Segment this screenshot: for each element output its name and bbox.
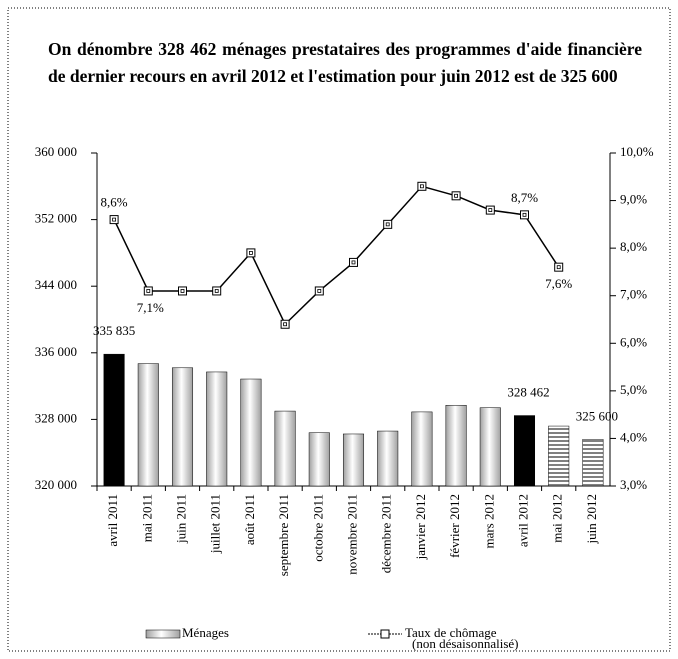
line-marker [246,248,256,258]
line [113,185,560,326]
line-marker [417,181,427,191]
bar [411,411,433,487]
line-marker [178,286,187,296]
line-marker-inner [522,212,527,217]
x-tick-label: avril 2012 [515,494,530,547]
y-tick-label: 344 000 [35,277,77,292]
bar [342,433,365,487]
line-marker-inner [454,193,459,198]
line-marker [314,286,324,296]
bar [240,378,262,487]
line-marker-inner [214,289,219,293]
y2-tick-label: 8,0% [620,239,647,254]
data-label: 8,7% [511,190,538,205]
data-label: 325 600 [576,408,618,423]
line-marker-inner [488,208,493,212]
bar [513,415,536,487]
y2-tick-label: 6,0% [620,334,647,349]
y2-tick-label: 9,0% [620,192,647,207]
bar [582,439,604,487]
bar [274,410,296,487]
line-marker [212,286,222,296]
bar [103,353,125,487]
y-tick-label: 320 000 [35,477,77,492]
x-tick-label: mars 2012 [481,494,496,549]
bar [171,367,194,487]
line-marker-inner [317,289,322,293]
x-tick-label: mai 2011 [139,494,154,542]
y-tick-label: 336 000 [35,344,77,359]
line-marker-inner [146,289,151,293]
x-tick-label: janvier 2012 [413,494,428,560]
line-marker [349,257,358,267]
legend-label: Taux de chômage [405,625,497,640]
x-tick-label: décembre 2011 [379,494,394,573]
legend-note: (non désaisonnalisé) [412,636,519,651]
line-marker [143,286,153,296]
x-tick-label: septembre 2011 [276,494,291,576]
line-marker [280,319,290,329]
bar [445,404,467,487]
line-marker [383,219,393,229]
x-tick-label: février 2012 [447,494,462,558]
frame [7,7,671,652]
line-marker [451,191,461,201]
x-tick-label: avril 2011 [105,494,120,547]
data-label: 7,6% [545,276,572,291]
y2-tick-label: 5,0% [620,382,647,397]
line-marker-inner [419,184,424,189]
data-label: 7,1% [137,300,164,315]
line-marker-inner [248,250,253,255]
legend-label: Ménages [182,625,229,640]
line-marker-inner [351,260,356,265]
line-marker [554,262,564,272]
bar [548,425,570,487]
bar [479,407,501,487]
y2-tick-label: 10,0% [620,144,654,159]
x-tick-label: octobre 2011 [310,494,325,562]
line-marker-inner [556,265,561,270]
y-tick-label: 352 000 [35,211,77,226]
x-tick-label: mai 2012 [550,494,565,543]
y-tick-label: 328 000 [35,410,77,425]
line-marker-inner [180,289,185,293]
data-label: 335 835 [93,323,135,338]
legend-swatch [145,629,181,639]
x-tick-label: juin 2012 [584,494,599,544]
x-tick-label: août 2011 [242,494,257,545]
line-marker-inner [283,322,288,327]
data-label: 8,6% [101,195,128,210]
line-marker-inner [385,222,390,227]
bar [377,430,399,487]
data-label: 328 462 [507,385,549,400]
bar [206,371,228,487]
x-tick-label: juillet 2011 [208,494,223,554]
line-marker [520,210,529,220]
y-tick-label: 360 000 [35,144,77,159]
y2-tick-label: 7,0% [620,287,647,302]
x-tick-label: juin 2011 [173,494,188,544]
y2-tick-label: 3,0% [620,477,647,492]
bar [308,432,330,487]
chart-title: On dénombre 328 462 ménages prestataires… [48,39,642,86]
bar [137,363,159,487]
x-tick-label: novembre 2011 [344,494,359,575]
y2-tick-label: 4,0% [620,429,647,444]
line-marker-inner [112,217,116,222]
line-marker [485,205,495,215]
line-marker [109,215,119,225]
legend-marker [380,629,390,639]
